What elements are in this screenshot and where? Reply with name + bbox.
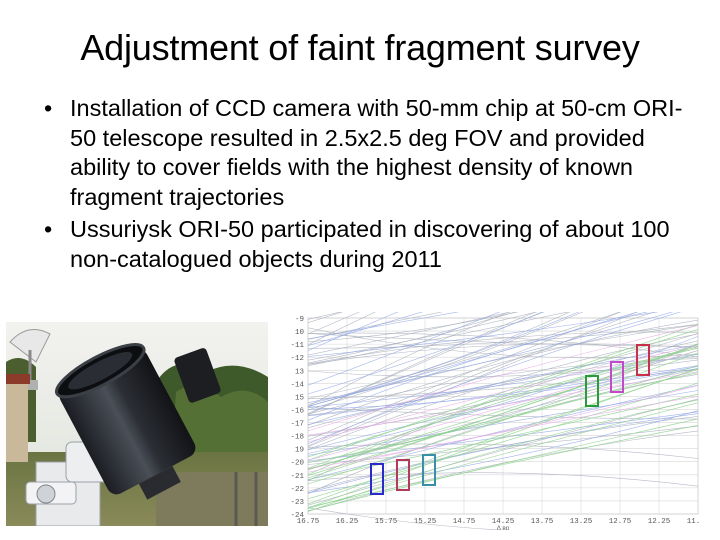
trajectory-line [307,418,699,512]
trajectory-line [307,398,699,506]
bullet-list: • Installation of CCD camera with 50-mm … [44,94,694,278]
trajectory-line [307,367,699,509]
trajectory-line [307,352,699,485]
building-roof [6,374,30,384]
y-tick-label: 10 [295,329,305,337]
slide-title: Adjustment of faint fragment survey [80,27,640,68]
trajectory-line [307,425,699,508]
trajectory-line [307,365,699,464]
y-tick-label: -11 [290,342,304,350]
trajectory-line [307,306,699,444]
trajectory-line [307,371,699,436]
y-tick-label: -23 [290,499,304,507]
y-tick-label: -22 [290,486,304,494]
trajectory-line [307,396,699,473]
fov-box [610,361,624,393]
y-tick-label: -24 [290,512,304,520]
y-tick-label: 15 [295,394,305,402]
trajectory-line [307,372,699,470]
fov-box [396,459,410,491]
ccd-camera-icon [174,348,221,403]
x-tick-label: 12.25 [648,518,671,526]
x-tick-label: 14.75 [453,518,476,526]
trajectory-line [307,344,699,425]
x-tick-label: 15.75 [375,518,398,526]
x-tick-label: 15.25 [414,518,437,526]
trajectory-line [307,393,699,481]
trajectory-plot-svg: -9 10 -11 -12 13 -14 15 -16 -17 -18 19 -20 -21 -22 -23… [290,161,710,534]
trajectory-line [307,304,699,404]
y-tick-label: -14 [290,381,304,389]
building [6,382,28,462]
trajectory-line [307,325,699,432]
x-axis-label: Δ вр [497,525,510,530]
x-tick-label: 16.25 [336,518,359,526]
bullet-item: • Installation of CCD camera with 50-mm … [44,94,694,212]
bullet-dot: • [44,216,53,243]
fov-box [585,375,599,407]
y-tick-label: -18 [290,434,304,442]
y-tick-label: 19 [295,447,304,455]
trajectory-plot: -9 10 -11 -12 13 -14 15 -16 -17 -18 19 -20 -21 -22 -23… [272,161,710,534]
trajectory-line [307,430,699,512]
trajectory-line [307,402,699,509]
trajectory-line [307,346,699,458]
x-tick-label: 12.75 [609,518,632,526]
x-tick-label: 14.25 [492,518,515,526]
tree-canopy [171,385,268,472]
trajectory-line [307,333,699,416]
trajectory-line [307,385,699,469]
trajectory-line [307,344,699,443]
trajectory-line [307,300,699,421]
telescope-tube [54,343,196,500]
trajectory-line [307,443,699,459]
y-tick-label: -21 [290,473,304,481]
trajectory-line [307,416,699,492]
x-tick-label: 11.75 [687,518,700,526]
y-tick-label: -9 [295,316,304,324]
y-tick-label: 13 [295,368,305,376]
trajectory-line [307,327,699,359]
x-tick-label: 13.75 [531,518,554,526]
x-tick-label: 16.75 [297,518,320,526]
trajectory-line [307,340,699,482]
trajectory-line [307,365,699,417]
fov-box [370,463,384,495]
bullet-text: Installation of CCD camera with 50-mm ch… [70,95,683,210]
trajectory-line [307,346,699,437]
y-tick-label: -17 [290,421,304,429]
telescope-illustration [6,322,268,526]
bullet-dot: • [44,95,53,121]
trajectory-line [307,305,699,357]
y-tick-label: -20 [290,460,304,468]
trajectory-line [307,384,699,480]
trajectory-line [307,413,699,494]
telescope-photo [6,322,268,526]
y-tick-label: -16 [290,407,304,415]
trajectory-line [307,350,699,471]
fov-box [636,344,650,376]
trajectory-line [307,350,699,461]
fov-box [422,454,436,486]
trajectory-line [307,332,699,358]
trajectory-line [307,472,699,487]
bullet-item: • Ussuriysk ORI-50 participated in disco… [44,215,694,274]
bullet-text: Ussuriysk ORI-50 participated in discove… [70,216,670,272]
x-tick-label: 13.25 [570,518,593,526]
trajectory-line [307,319,699,426]
trajectory-line [307,347,699,469]
y-tick-label: -12 [290,355,304,363]
radio-dish-icon [9,329,51,390]
trajectory-line [307,382,699,500]
trajectory-line [307,425,699,465]
